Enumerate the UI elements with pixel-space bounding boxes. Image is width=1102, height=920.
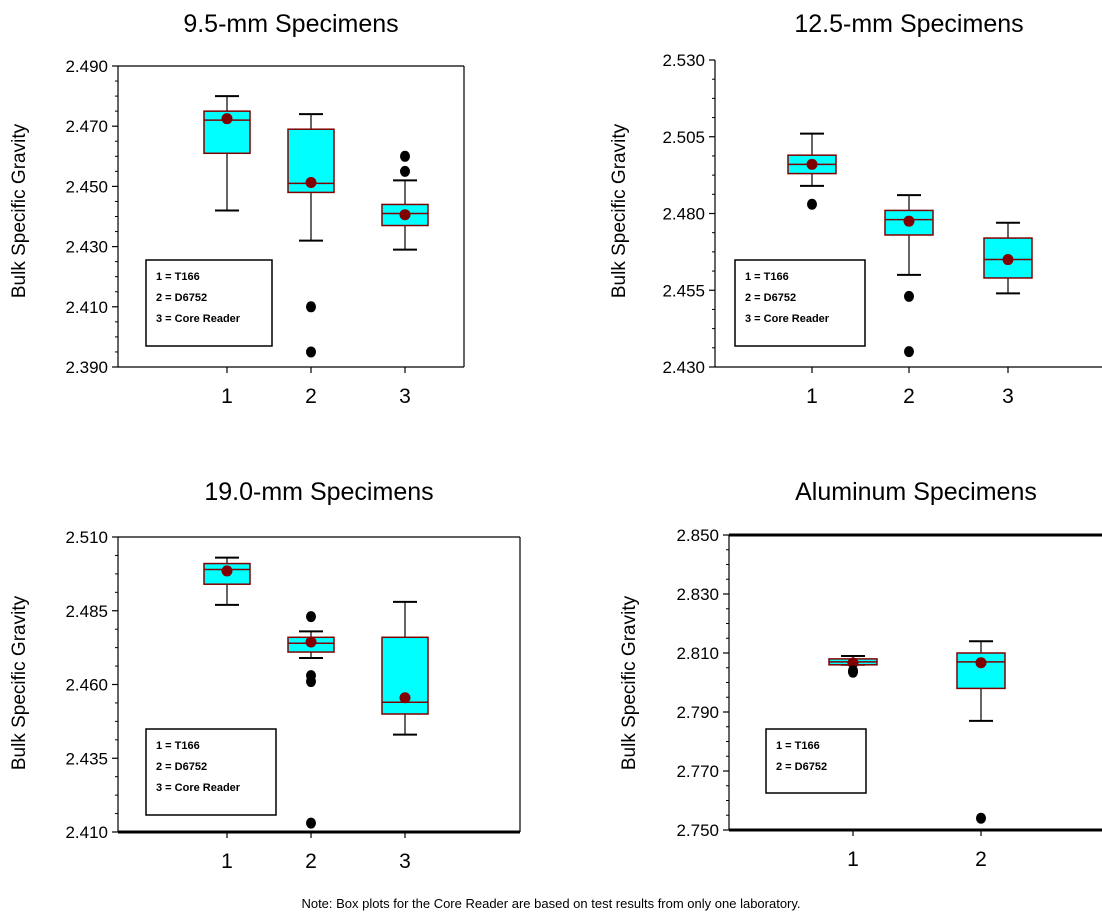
- y-tick-label: 2.470: [65, 117, 108, 136]
- outlier-point: [306, 301, 316, 313]
- x-tick-label: 2: [305, 850, 317, 873]
- y-tick-label: 2.410: [65, 298, 108, 317]
- box-1: [203, 556, 251, 606]
- x-tick-label: 3: [399, 850, 411, 873]
- legend-entry: 2 = D6752: [156, 292, 207, 304]
- outlier-point: [306, 611, 316, 623]
- box-1: [787, 132, 837, 210]
- y-tick-label: 2.510: [65, 528, 108, 547]
- outlier-point: [306, 817, 316, 829]
- outlier-point: [400, 150, 410, 162]
- legend-entry: 2 = D6752: [156, 761, 207, 773]
- chart-panel-4: 2.750 2.770 2.790 2.810 2.830 2.850 1 2 1 = T166…: [676, 526, 1102, 871]
- outlier-point: [807, 198, 817, 210]
- y-tick-label: 2.455: [662, 281, 705, 300]
- legend: 1 = T166 2 = D6752 3 = Core Reader: [145, 728, 277, 816]
- legend-entry: 3 = Core Reader: [156, 313, 241, 325]
- outlier-point: [904, 346, 914, 358]
- box-iqr: [287, 128, 335, 194]
- box-plot-figure: 2.390 2.410 2.430 2.450 2.470 2.490 1 2 3 1 = T16…: [65, 51, 1102, 873]
- y-tick-label: 2.750: [676, 821, 719, 840]
- y-tick-label: 2.430: [662, 358, 705, 377]
- y-tick-label: 2.810: [676, 644, 719, 663]
- legend-box: [765, 728, 867, 794]
- outlier-point: [976, 812, 986, 824]
- y-tick-label: 2.485: [65, 602, 108, 621]
- x-tick-label: 3: [1002, 385, 1014, 408]
- x-tick-label: 1: [806, 385, 818, 408]
- chart-title-12-5mm: 12.5-mm Specimens: [794, 10, 1024, 38]
- mean-marker: [975, 657, 987, 669]
- box-3: [381, 150, 429, 251]
- x-tick-label: 2: [903, 385, 915, 408]
- chart-title-aluminum: Aluminum Specimens: [795, 478, 1037, 506]
- legend-entry: 2 = D6752: [776, 761, 827, 773]
- x-tick-label: 2: [305, 385, 317, 408]
- legend-entry: 2 = D6752: [745, 292, 796, 304]
- box-3: [381, 600, 429, 736]
- box-2: [287, 113, 335, 358]
- outlier-point: [848, 666, 858, 678]
- legend-box: [145, 259, 273, 347]
- legend-entry: 1 = T166: [776, 740, 820, 752]
- chart-panel-1: 2.390 2.410 2.430 2.450 2.470 2.490 1 2 3 1 = T16…: [65, 57, 465, 408]
- box-2: [287, 611, 335, 829]
- mean-marker: [305, 176, 317, 188]
- legend-entry: 1 = T166: [156, 271, 200, 283]
- y-tick-label: 2.390: [65, 358, 108, 377]
- mean-marker: [1002, 254, 1014, 266]
- chart-title-9-5mm: 9.5-mm Specimens: [183, 10, 399, 38]
- outlier-point: [904, 290, 914, 302]
- chart-panel-3: 2.410 2.435 2.460 2.485 2.510 1 2 3 1 = T166 2 = …: [65, 528, 521, 873]
- x-tick-label: 1: [221, 850, 233, 873]
- legend-entry: 3 = Core Reader: [156, 782, 241, 794]
- y-tick-label: 2.460: [65, 676, 108, 695]
- outlier-point: [306, 346, 316, 358]
- y-tick-label: 2.430: [65, 238, 108, 257]
- y-tick-label: 2.530: [662, 51, 705, 70]
- y-tick-label: 2.850: [676, 526, 719, 545]
- mean-marker: [806, 158, 818, 170]
- legend: 1 = T166 2 = D6752: [765, 728, 867, 794]
- legend-entry: 3 = Core Reader: [745, 313, 830, 325]
- footnote: Note: Box plots for the Core Reader are …: [301, 896, 801, 911]
- box-2: [884, 194, 934, 358]
- x-tick-label: 3: [399, 385, 411, 408]
- x-tick-label: 1: [221, 385, 233, 408]
- legend-box: [145, 728, 277, 816]
- y-tick-label: 2.770: [676, 762, 719, 781]
- mean-marker: [847, 657, 859, 669]
- y-tick-label: 2.410: [65, 823, 108, 842]
- chart-panel-2: 2.430 2.455 2.480 2.505 2.530 1 2 3 1 = T166 2 = …: [662, 51, 1102, 408]
- legend-box: [734, 259, 866, 347]
- y-tick-label: 2.480: [662, 205, 705, 224]
- mean-marker: [399, 692, 411, 704]
- chart-title-19-0mm: 19.0-mm Specimens: [204, 478, 434, 506]
- box-2: [956, 640, 1006, 824]
- mean-marker: [903, 215, 915, 227]
- outlier-point: [306, 676, 316, 688]
- x-tick-label: 2: [975, 848, 987, 871]
- y-tick-label: 2.450: [65, 177, 108, 196]
- mean-marker: [399, 209, 411, 221]
- legend-entry: 1 = T166: [745, 271, 789, 283]
- legend-entry: 1 = T166: [156, 740, 200, 752]
- y-tick-label: 2.435: [65, 749, 108, 768]
- x-tick-label: 1: [847, 848, 859, 871]
- box-1: [203, 95, 251, 212]
- y-tick-label: 2.830: [676, 585, 719, 604]
- mean-marker: [221, 113, 233, 125]
- y-tick-label: 2.790: [676, 703, 719, 722]
- outlier-point: [400, 165, 410, 177]
- y-tick-label: 2.490: [65, 57, 108, 76]
- box-1: [828, 654, 878, 678]
- mean-marker: [305, 636, 317, 648]
- legend: 1 = T166 2 = D6752 3 = Core Reader: [145, 259, 273, 347]
- y-tick-label: 2.505: [662, 128, 705, 147]
- legend: 1 = T166 2 = D6752 3 = Core Reader: [734, 259, 866, 347]
- mean-marker: [221, 565, 233, 577]
- box-3: [983, 221, 1033, 295]
